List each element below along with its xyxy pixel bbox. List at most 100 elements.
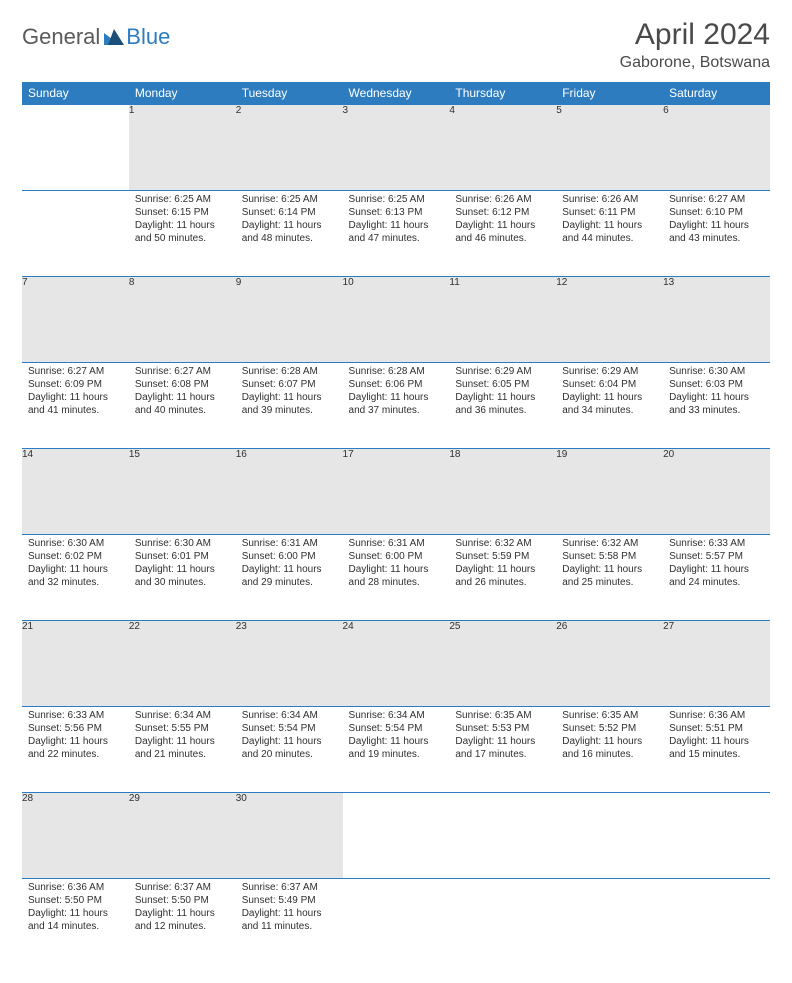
header: General Blue April 2024 Gaborone, Botswa… <box>22 18 770 72</box>
day-cell: Sunrise: 6:34 AMSunset: 5:55 PMDaylight:… <box>129 707 236 793</box>
daylight-text: Daylight: 11 hours and 28 minutes. <box>349 563 444 589</box>
sunrise-text: Sunrise: 6:27 AM <box>135 365 230 378</box>
sunset-text: Sunset: 6:01 PM <box>135 550 230 563</box>
page-subtitle: Gaborone, Botswana <box>620 54 770 72</box>
day-number: 5 <box>556 105 663 191</box>
sunrise-text: Sunrise: 6:35 AM <box>455 709 550 722</box>
daylight-text: Daylight: 11 hours and 44 minutes. <box>562 219 657 245</box>
daylight-text: Daylight: 11 hours and 24 minutes. <box>669 563 764 589</box>
daylight-text: Daylight: 11 hours and 50 minutes. <box>135 219 230 245</box>
day-cell: Sunrise: 6:34 AMSunset: 5:54 PMDaylight:… <box>236 707 343 793</box>
day-number: 30 <box>236 793 343 879</box>
day-number-row: 14151617181920 <box>22 449 770 535</box>
daylight-text: Daylight: 11 hours and 11 minutes. <box>242 907 337 933</box>
sunset-text: Sunset: 6:00 PM <box>349 550 444 563</box>
day-cell: Sunrise: 6:36 AMSunset: 5:51 PMDaylight:… <box>663 707 770 793</box>
day-cell: Sunrise: 6:31 AMSunset: 6:00 PMDaylight:… <box>343 535 450 621</box>
calendar-table: SundayMondayTuesdayWednesdayThursdayFrid… <box>22 82 770 965</box>
day-cell <box>663 879 770 965</box>
day-cell: Sunrise: 6:33 AMSunset: 5:57 PMDaylight:… <box>663 535 770 621</box>
sunrise-text: Sunrise: 6:25 AM <box>349 193 444 206</box>
day-number: 20 <box>663 449 770 535</box>
day-number: 25 <box>449 621 556 707</box>
day-cell <box>449 879 556 965</box>
day-number: 1 <box>129 105 236 191</box>
day-number: 10 <box>343 277 450 363</box>
sunrise-text: Sunrise: 6:30 AM <box>28 537 123 550</box>
day-content-row: Sunrise: 6:33 AMSunset: 5:56 PMDaylight:… <box>22 707 770 793</box>
day-header: Friday <box>556 82 663 105</box>
daylight-text: Daylight: 11 hours and 17 minutes. <box>455 735 550 761</box>
day-number: 8 <box>129 277 236 363</box>
sunset-text: Sunset: 6:07 PM <box>242 378 337 391</box>
day-cell: Sunrise: 6:35 AMSunset: 5:52 PMDaylight:… <box>556 707 663 793</box>
sunrise-text: Sunrise: 6:26 AM <box>455 193 550 206</box>
day-header: Wednesday <box>343 82 450 105</box>
sunset-text: Sunset: 5:50 PM <box>135 894 230 907</box>
sunset-text: Sunset: 6:11 PM <box>562 206 657 219</box>
sunrise-text: Sunrise: 6:34 AM <box>349 709 444 722</box>
calendar-body: 123456Sunrise: 6:25 AMSunset: 6:15 PMDay… <box>22 105 770 965</box>
sunrise-text: Sunrise: 6:33 AM <box>28 709 123 722</box>
sunset-text: Sunset: 6:10 PM <box>669 206 764 219</box>
day-cell: Sunrise: 6:37 AMSunset: 5:50 PMDaylight:… <box>129 879 236 965</box>
daylight-text: Daylight: 11 hours and 22 minutes. <box>28 735 123 761</box>
day-cell: Sunrise: 6:25 AMSunset: 6:14 PMDaylight:… <box>236 191 343 277</box>
sunrise-text: Sunrise: 6:37 AM <box>135 881 230 894</box>
daylight-text: Daylight: 11 hours and 47 minutes. <box>349 219 444 245</box>
sunset-text: Sunset: 6:12 PM <box>455 206 550 219</box>
sunrise-text: Sunrise: 6:32 AM <box>455 537 550 550</box>
day-number: 3 <box>343 105 450 191</box>
sunset-text: Sunset: 5:49 PM <box>242 894 337 907</box>
logo-text-1: General <box>22 24 100 50</box>
day-number: 6 <box>663 105 770 191</box>
daylight-text: Daylight: 11 hours and 14 minutes. <box>28 907 123 933</box>
sunset-text: Sunset: 6:13 PM <box>349 206 444 219</box>
day-cell: Sunrise: 6:33 AMSunset: 5:56 PMDaylight:… <box>22 707 129 793</box>
sunset-text: Sunset: 6:08 PM <box>135 378 230 391</box>
day-cell: Sunrise: 6:26 AMSunset: 6:12 PMDaylight:… <box>449 191 556 277</box>
sunset-text: Sunset: 5:50 PM <box>28 894 123 907</box>
calendar-page: General Blue April 2024 Gaborone, Botswa… <box>0 0 792 983</box>
sunrise-text: Sunrise: 6:34 AM <box>242 709 337 722</box>
daylight-text: Daylight: 11 hours and 40 minutes. <box>135 391 230 417</box>
daylight-text: Daylight: 11 hours and 39 minutes. <box>242 391 337 417</box>
day-number: 15 <box>129 449 236 535</box>
day-number: 26 <box>556 621 663 707</box>
day-number: 22 <box>129 621 236 707</box>
daylight-text: Daylight: 11 hours and 25 minutes. <box>562 563 657 589</box>
sunset-text: Sunset: 5:58 PM <box>562 550 657 563</box>
day-cell: Sunrise: 6:27 AMSunset: 6:10 PMDaylight:… <box>663 191 770 277</box>
day-cell: Sunrise: 6:29 AMSunset: 6:05 PMDaylight:… <box>449 363 556 449</box>
sunset-text: Sunset: 6:09 PM <box>28 378 123 391</box>
sunrise-text: Sunrise: 6:27 AM <box>28 365 123 378</box>
daylight-text: Daylight: 11 hours and 12 minutes. <box>135 907 230 933</box>
day-cell: Sunrise: 6:30 AMSunset: 6:02 PMDaylight:… <box>22 535 129 621</box>
sunrise-text: Sunrise: 6:36 AM <box>669 709 764 722</box>
day-cell: Sunrise: 6:27 AMSunset: 6:08 PMDaylight:… <box>129 363 236 449</box>
day-content-row: Sunrise: 6:25 AMSunset: 6:15 PMDaylight:… <box>22 191 770 277</box>
day-number: 28 <box>22 793 129 879</box>
day-cell: Sunrise: 6:30 AMSunset: 6:01 PMDaylight:… <box>129 535 236 621</box>
sunset-text: Sunset: 5:56 PM <box>28 722 123 735</box>
daylight-text: Daylight: 11 hours and 48 minutes. <box>242 219 337 245</box>
day-cell <box>556 879 663 965</box>
day-number: 23 <box>236 621 343 707</box>
logo-text-2: Blue <box>126 24 170 50</box>
sunset-text: Sunset: 6:05 PM <box>455 378 550 391</box>
daylight-text: Daylight: 11 hours and 21 minutes. <box>135 735 230 761</box>
day-number: 11 <box>449 277 556 363</box>
sunrise-text: Sunrise: 6:25 AM <box>242 193 337 206</box>
day-cell: Sunrise: 6:29 AMSunset: 6:04 PMDaylight:… <box>556 363 663 449</box>
sunrise-text: Sunrise: 6:29 AM <box>562 365 657 378</box>
sunset-text: Sunset: 5:59 PM <box>455 550 550 563</box>
daylight-text: Daylight: 11 hours and 46 minutes. <box>455 219 550 245</box>
day-cell: Sunrise: 6:28 AMSunset: 6:07 PMDaylight:… <box>236 363 343 449</box>
day-number: 2 <box>236 105 343 191</box>
sunrise-text: Sunrise: 6:37 AM <box>242 881 337 894</box>
daylight-text: Daylight: 11 hours and 29 minutes. <box>242 563 337 589</box>
day-number: 19 <box>556 449 663 535</box>
day-cell <box>22 191 129 277</box>
day-header: Tuesday <box>236 82 343 105</box>
sunset-text: Sunset: 6:14 PM <box>242 206 337 219</box>
